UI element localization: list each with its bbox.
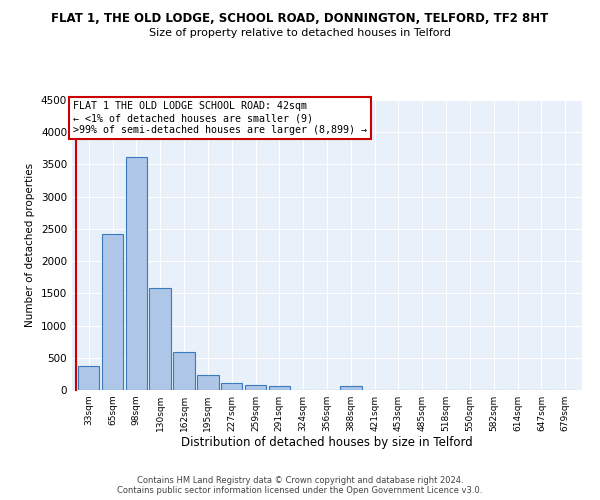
Bar xyxy=(269,386,290,390)
Text: Distribution of detached houses by size in Telford: Distribution of detached houses by size … xyxy=(181,436,473,449)
Text: FLAT 1 THE OLD LODGE SCHOOL ROAD: 42sqm
← <1% of detached houses are smaller (9): FLAT 1 THE OLD LODGE SCHOOL ROAD: 42sqm … xyxy=(73,102,367,134)
Bar xyxy=(197,375,218,390)
Text: FLAT 1, THE OLD LODGE, SCHOOL ROAD, DONNINGTON, TELFORD, TF2 8HT: FLAT 1, THE OLD LODGE, SCHOOL ROAD, DONN… xyxy=(52,12,548,26)
Bar xyxy=(149,288,171,390)
Y-axis label: Number of detached properties: Number of detached properties xyxy=(25,163,35,327)
Bar xyxy=(340,386,362,390)
Bar xyxy=(78,366,100,390)
Text: Contains HM Land Registry data © Crown copyright and database right 2024.
Contai: Contains HM Land Registry data © Crown c… xyxy=(118,476,482,495)
Bar xyxy=(173,352,195,390)
Bar xyxy=(102,234,123,390)
Bar xyxy=(125,156,147,390)
Text: Size of property relative to detached houses in Telford: Size of property relative to detached ho… xyxy=(149,28,451,38)
Bar xyxy=(221,383,242,390)
Bar xyxy=(245,386,266,390)
